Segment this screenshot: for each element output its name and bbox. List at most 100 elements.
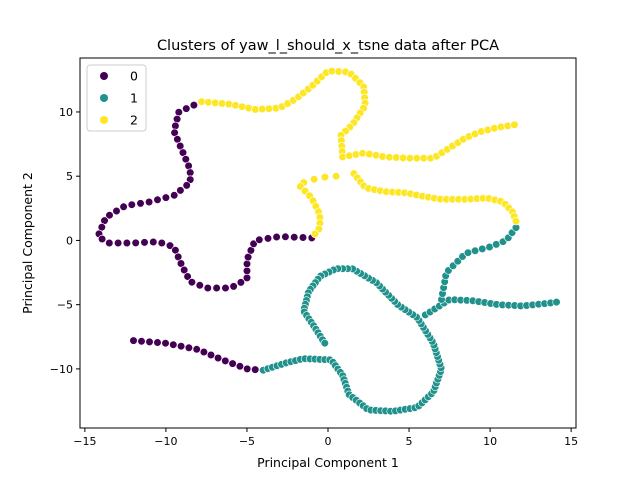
data-points [94, 66, 561, 416]
data-point-cluster-0 [192, 345, 201, 354]
chart-title: Clusters of yaw_l_should_x_tsne data aft… [157, 38, 499, 54]
data-point-cluster-0 [221, 283, 230, 293]
data-point-cluster-2 [371, 151, 381, 160]
data-point-cluster-2 [351, 150, 361, 159]
data-point-cluster-1 [463, 248, 473, 257]
data-point-cluster-0 [182, 104, 191, 113]
data-point-cluster-2 [310, 229, 320, 239]
data-point-cluster-0 [136, 199, 145, 208]
data-point-cluster-0 [281, 232, 290, 241]
data-point-cluster-0 [203, 283, 212, 293]
data-point-cluster-2 [258, 104, 267, 114]
data-point-cluster-0 [251, 365, 260, 374]
data-point-cluster-0 [140, 238, 149, 247]
data-point-cluster-0 [242, 259, 252, 269]
x-tick-label: 5 [406, 435, 413, 448]
data-point-cluster-0 [97, 234, 107, 244]
data-point-cluster-0 [119, 202, 128, 211]
data-point-cluster-2 [211, 98, 220, 107]
data-point-cluster-0 [112, 206, 121, 216]
data-point-cluster-0 [187, 278, 196, 287]
data-point-cluster-0 [183, 272, 192, 281]
data-point-cluster-0 [243, 364, 252, 374]
data-point-cluster-2 [251, 105, 260, 114]
data-point-cluster-0 [182, 181, 191, 190]
data-point-cluster-0 [228, 359, 237, 368]
data-point-cluster-0 [161, 193, 170, 202]
y-tick-label: −10 [50, 363, 73, 376]
data-point-cluster-0 [272, 232, 281, 242]
data-point-cluster-0 [221, 356, 230, 366]
data-point-cluster-0 [235, 362, 244, 371]
data-point-cluster-0 [149, 237, 158, 247]
data-point-cluster-0 [176, 259, 186, 268]
data-point-cluster-2 [264, 104, 274, 113]
x-tick-label: −5 [239, 435, 255, 448]
data-point-cluster-0 [177, 342, 186, 351]
data-point-cluster-0 [153, 195, 162, 204]
data-point-cluster-2 [338, 152, 347, 161]
data-point-cluster-0 [127, 200, 136, 209]
data-point-cluster-2 [310, 175, 319, 184]
data-point-cluster-0 [153, 338, 162, 347]
y-tick-label: 10 [59, 106, 73, 119]
data-point-cluster-0 [290, 233, 299, 242]
data-point-cluster-0 [145, 337, 154, 347]
data-point-cluster-0 [131, 238, 140, 247]
data-point-cluster-0 [186, 168, 195, 177]
data-point-cluster-0 [161, 339, 170, 348]
data-point-cluster-2 [510, 120, 519, 129]
data-point-cluster-2 [419, 154, 428, 163]
data-point-cluster-2 [334, 67, 343, 76]
data-point-cluster-2 [496, 122, 506, 131]
data-point-cluster-0 [206, 350, 216, 360]
x-tick-label: −10 [154, 435, 177, 448]
data-point-cluster-0 [145, 197, 154, 207]
data-point-cluster-0 [229, 282, 238, 291]
legend-box [86, 64, 147, 132]
data-point-cluster-0 [180, 265, 189, 275]
data-point-cluster-2 [378, 152, 387, 161]
x-axis-label: Principal Component 1 [257, 455, 399, 470]
data-point-cluster-0 [236, 278, 245, 287]
data-point-cluster-2 [332, 172, 341, 181]
data-point-cluster-0 [212, 283, 221, 293]
data-point-cluster-0 [176, 186, 185, 195]
plot-frame [79, 57, 577, 429]
data-point-cluster-2 [244, 103, 253, 113]
data-point-cluster-0 [263, 234, 273, 243]
data-point-cluster-0 [255, 235, 264, 244]
data-point-cluster-2 [204, 98, 213, 107]
data-point-cluster-0 [173, 114, 182, 124]
legend-marker-2 [100, 116, 108, 124]
data-point-cluster-2 [405, 154, 415, 163]
data-point-cluster-2 [412, 154, 421, 163]
x-tick-label: 0 [325, 435, 332, 448]
data-point-cluster-0 [214, 353, 223, 363]
data-point-cluster-2 [217, 99, 227, 108]
data-point-cluster-0 [195, 281, 204, 290]
y-axis-label: Principal Component 2 [20, 172, 35, 314]
y-tick-label: 5 [66, 170, 73, 183]
y-tick-label: 0 [66, 234, 73, 247]
data-point-cluster-0 [137, 337, 146, 346]
data-point-cluster-2 [197, 97, 206, 106]
data-point-cluster-2 [358, 149, 367, 158]
x-tick-label: 15 [564, 435, 578, 448]
data-point-cluster-1 [471, 246, 480, 255]
data-point-cluster-0 [242, 266, 252, 276]
data-point-cluster-0 [199, 347, 208, 357]
data-point-cluster-1 [552, 298, 561, 307]
data-point-cluster-2 [320, 173, 330, 182]
data-point-cluster-1 [320, 339, 329, 348]
data-point-cluster-0 [169, 340, 178, 349]
data-point-cluster-2 [392, 153, 401, 162]
data-point-cluster-2 [503, 121, 512, 130]
data-point-cluster-2 [385, 153, 394, 162]
data-point-cluster-0 [298, 233, 308, 242]
legend-label-1: 1 [130, 91, 138, 106]
legend-label-0: 0 [130, 69, 138, 84]
data-point-cluster-0 [242, 273, 252, 283]
data-point-cluster-1 [492, 240, 501, 249]
data-point-cluster-0 [189, 100, 198, 110]
